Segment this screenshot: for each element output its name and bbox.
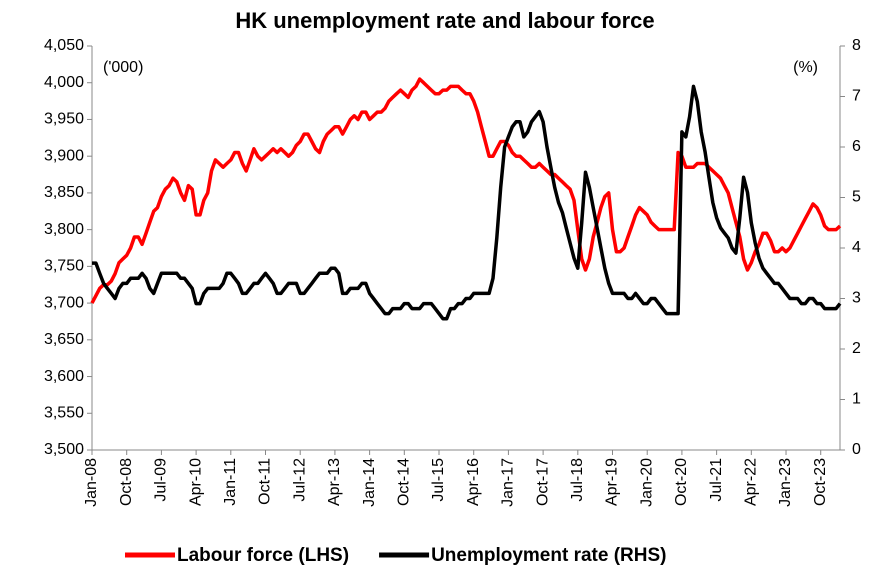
y2-unit-label: (%) (793, 59, 818, 76)
y-tick-label: 3,600 (44, 368, 84, 385)
x-tick-label: Jan-08 (83, 458, 100, 507)
x-tick-label: Jan-23 (777, 458, 794, 507)
x-tick-label: Oct-11 (257, 458, 274, 505)
x-tick-label: Oct-17 (534, 458, 551, 506)
x-tick-label: Jul-18 (569, 458, 586, 502)
x-tick-label: Jan-17 (500, 458, 517, 507)
y-tick-label: 4,050 (44, 37, 84, 54)
y2-tick-label: 6 (852, 138, 861, 155)
y-tick-label: 3,750 (44, 258, 84, 275)
x-tick-label: Apr-10 (187, 458, 204, 506)
x-tick-label: Jul-09 (153, 458, 170, 502)
y-tick-label: 3,650 (44, 331, 84, 348)
x-tick-label: Oct-23 (812, 458, 829, 506)
series-line (92, 84, 842, 321)
x-tick-label: Jan-20 (638, 458, 655, 507)
x-tick-label: Jan-14 (361, 458, 378, 507)
series-line (90, 77, 842, 304)
x-tick-label: Oct-14 (396, 458, 413, 506)
y2-tick-label: 8 (852, 37, 861, 54)
x-tick-label: Jul-15 (430, 458, 447, 502)
y-tick-label: 3,900 (44, 147, 84, 164)
x-tick-label: Oct-08 (118, 458, 135, 506)
x-tick-label: Apr-16 (465, 458, 482, 506)
y2-tick-label: 5 (852, 189, 861, 206)
x-tick-label: Oct-20 (673, 458, 690, 506)
legend-label: Unemployment rate (RHS) (431, 545, 666, 566)
x-tick-label: Apr-13 (326, 458, 343, 506)
x-tick-label: Apr-19 (604, 458, 621, 506)
y2-tick-label: 7 (852, 88, 861, 105)
x-tick-label: Jul-21 (708, 458, 725, 502)
y-tick-label: 3,950 (44, 111, 84, 128)
x-tick-label: Apr-22 (743, 458, 760, 506)
x-tick-label: Jan-11 (222, 458, 239, 506)
y-tick-label: 3,850 (44, 184, 84, 201)
y-unit-label: ('000) (103, 59, 143, 76)
y-tick-label: 3,800 (44, 221, 84, 238)
y-tick-label: 3,550 (44, 404, 84, 421)
y2-tick-label: 3 (852, 290, 861, 307)
x-tick-label: Jul-12 (291, 458, 308, 502)
y2-tick-label: 0 (852, 441, 861, 458)
y-tick-label: 3,500 (44, 441, 84, 458)
y2-tick-label: 4 (852, 239, 861, 256)
chart-title: HK unemployment rate and labour force (235, 8, 654, 33)
y-tick-label: 4,000 (44, 74, 84, 91)
legend-label: Labour force (LHS) (177, 545, 349, 566)
y2-tick-label: 1 (852, 391, 861, 408)
y-tick-label: 3,700 (44, 294, 84, 311)
y2-tick-label: 2 (852, 340, 861, 357)
